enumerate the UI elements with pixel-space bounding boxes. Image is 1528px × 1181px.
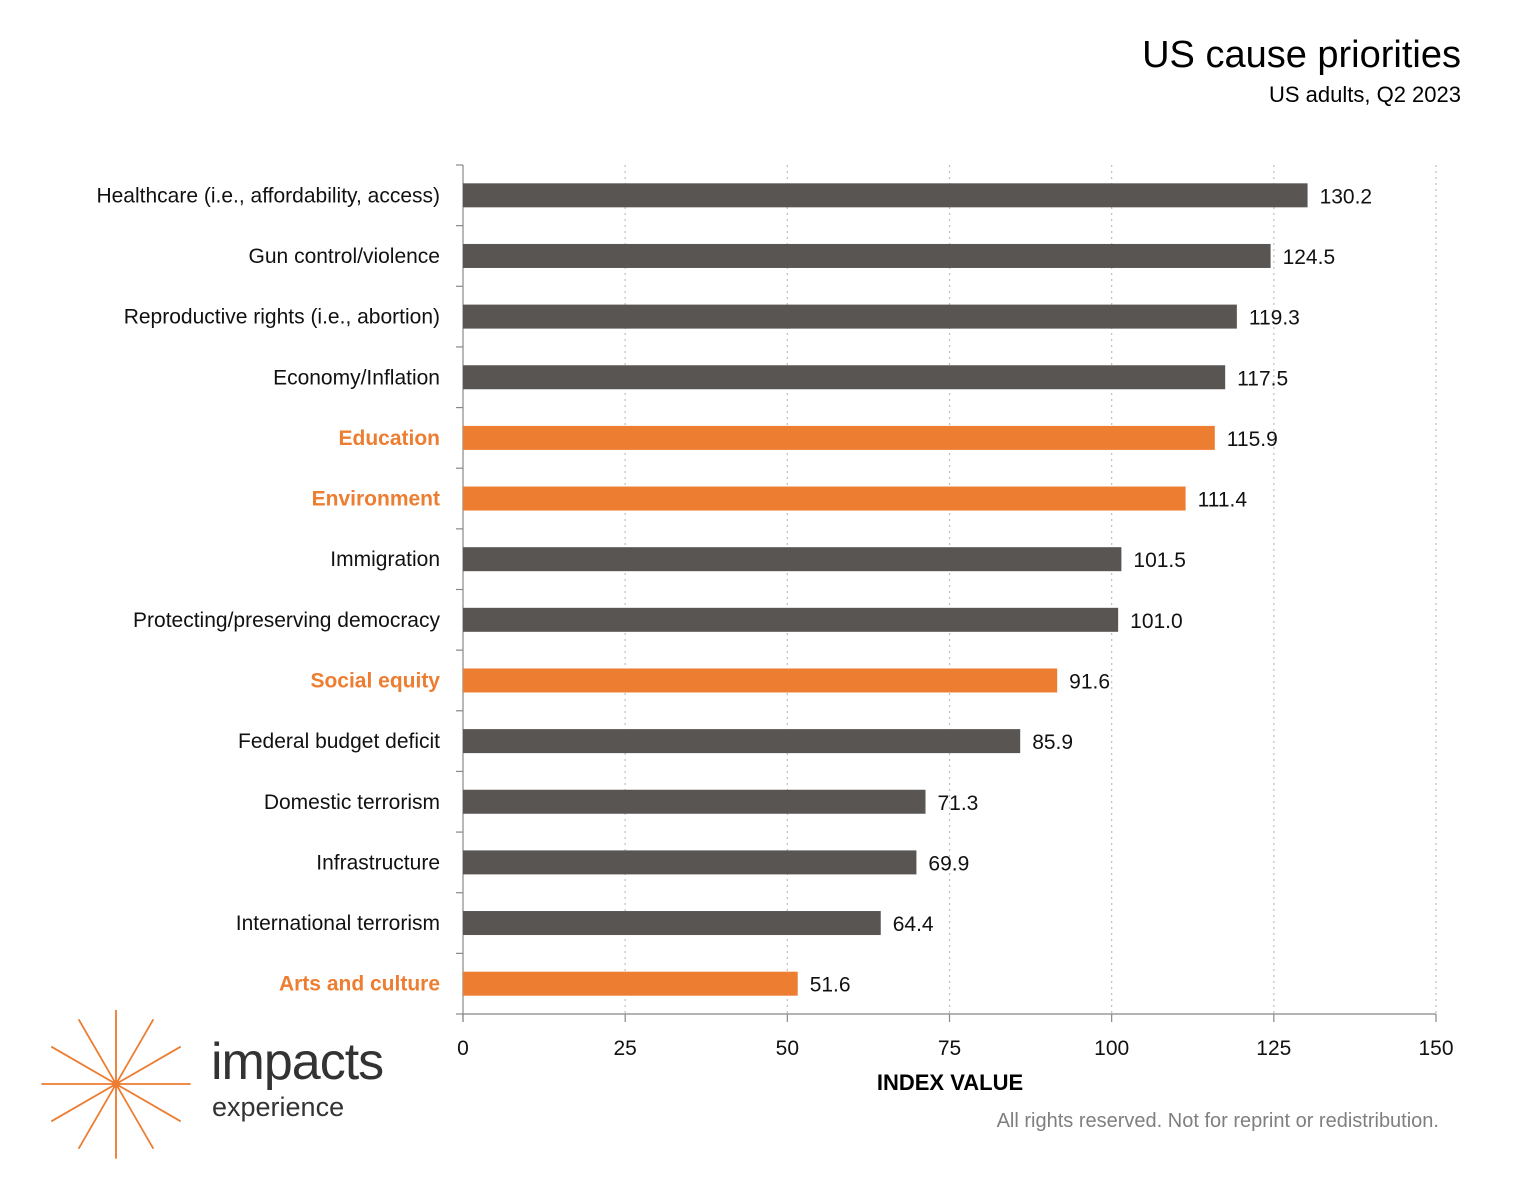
x-tick-label: 25 [613,1037,636,1060]
category-label-7: Protecting/preserving democracy [133,609,440,632]
x-tick-label: 75 [938,1037,961,1060]
value-label-5: 111.4 [1198,489,1248,512]
bar-2 [463,304,1237,329]
bar-1 [463,243,1271,268]
category-label-8: Social equity [310,669,440,692]
logo-subtitle: experience [212,1092,345,1122]
bar-8 [463,668,1058,693]
value-label-6: 101.5 [1133,549,1186,572]
value-label-7: 101.0 [1130,610,1183,633]
x-tick-label: 125 [1256,1037,1291,1060]
category-label-13: Arts and culture [279,973,440,996]
value-label-13: 51.6 [810,974,851,997]
bar-13 [463,971,798,996]
category-label-12: International terrorism [236,912,440,935]
category-label-2: Reproductive rights (i.e., abortion) [124,306,440,329]
value-label-12: 64.4 [893,913,934,936]
category-label-4: Education [338,427,440,450]
value-label-1: 124.5 [1283,246,1336,269]
category-label-11: Infrastructure [316,851,440,874]
x-tick-label: 0 [457,1037,469,1060]
chart-subtitle: US adults, Q2 2023 [1268,82,1461,107]
bar-7 [463,607,1119,632]
category-label-6: Immigration [330,548,440,571]
category-label-1: Gun control/violence [249,245,440,268]
bar-11 [463,850,917,875]
x-axis-title: INDEX VALUE [876,1070,1024,1095]
copyright-note: All rights reserved. Not for reprint or … [996,1110,1439,1132]
bar-5 [463,486,1186,511]
chart-title: US cause priorities [1142,34,1461,76]
category-label-5: Environment [312,488,440,511]
category-label-3: Economy/Inflation [273,366,440,389]
bar-12 [463,911,881,936]
x-tick-label: 100 [1094,1037,1129,1060]
x-tick-label: 150 [1418,1037,1453,1060]
bar-10 [463,789,926,814]
starburst-logo-icon [41,1010,191,1159]
category-label-9: Federal budget deficit [238,730,440,753]
bar-0 [463,183,1308,208]
value-label-2: 119.3 [1249,307,1300,330]
value-label-9: 85.9 [1032,731,1073,754]
bar-4 [463,425,1215,450]
value-label-0: 130.2 [1320,185,1373,208]
x-tick-label: 50 [776,1037,799,1060]
value-label-10: 71.3 [937,792,978,815]
value-label-3: 117.5 [1237,367,1288,390]
bar-6 [463,547,1122,572]
value-label-11: 69.9 [928,852,969,875]
category-label-0: Healthcare (i.e., affordability, access) [96,184,440,207]
category-label-10: Domestic terrorism [264,791,440,814]
value-label-4: 115.9 [1227,428,1278,451]
bar-9 [463,729,1021,754]
logo-wordmark: impacts [211,1033,384,1091]
value-label-8: 91.6 [1069,670,1110,693]
bar-3 [463,365,1226,390]
